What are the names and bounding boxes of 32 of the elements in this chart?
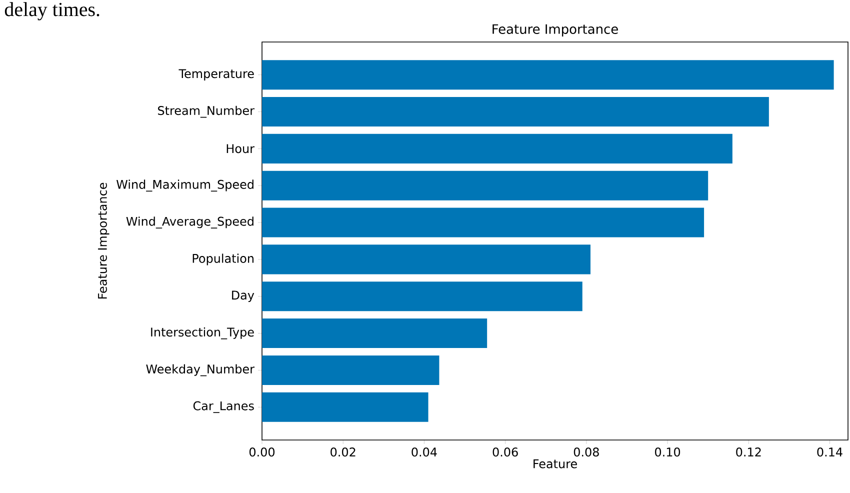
x-tick-label: 0.04: [412, 448, 437, 457]
x-tick-label: 0.14: [817, 448, 842, 457]
bar: [262, 282, 582, 312]
y-tick-label: Car_Lanes: [193, 401, 254, 413]
y-axis-title: Feature Importance: [98, 182, 110, 299]
bar: [262, 134, 732, 164]
text: delay times.: [4, 2, 100, 20]
bar: [262, 60, 834, 90]
bar: [262, 392, 428, 422]
y-tick-label: Wind_Maximum_Speed: [116, 180, 254, 192]
y-tick-label: Day: [232, 290, 254, 302]
y-tick-label: Temperature: [178, 69, 254, 80]
y-tick-label: Intersection_Type: [151, 327, 254, 340]
y-tick-label: Stream_Number: [158, 106, 254, 118]
x-tick-label: 0.10: [655, 448, 680, 457]
x-tick-label: 0.00: [249, 448, 275, 457]
x-tick-label: 0.08: [574, 448, 599, 457]
x-tick-label: 0.12: [736, 448, 761, 457]
chart-title: Feature Importance: [492, 24, 618, 36]
bar: [262, 208, 704, 238]
bar: [262, 355, 440, 385]
y-tick-label: Hour: [226, 144, 254, 154]
y-tick-label: Wind_Average_Speed: [126, 216, 254, 228]
bar: [262, 170, 708, 200]
x-axis-title: Feature: [534, 459, 577, 468]
bar: [262, 244, 590, 274]
x-tick-label: 0.06: [492, 448, 518, 457]
y-tick-label: Weekday_Number: [146, 364, 254, 376]
y-tick-label: Population: [192, 254, 254, 266]
bar: [262, 318, 488, 348]
x-tick-label: 0.02: [330, 448, 356, 457]
bar: [262, 97, 769, 127]
